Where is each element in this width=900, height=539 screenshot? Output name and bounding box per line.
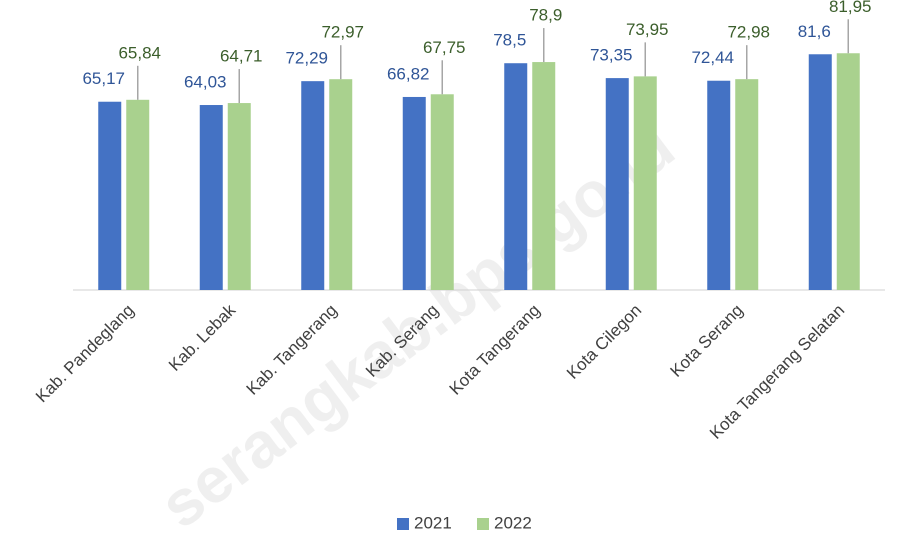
bar xyxy=(504,63,528,290)
bar xyxy=(98,101,122,290)
bar xyxy=(227,103,251,290)
x-tick-label: Kota Serang xyxy=(666,301,746,381)
legend-label: 2021 xyxy=(414,513,452,532)
bar xyxy=(633,76,657,290)
data-label: 72,44 xyxy=(691,48,734,67)
legend-swatch xyxy=(397,518,409,530)
bar xyxy=(430,94,454,291)
x-tick-label: Kab. Lebak xyxy=(165,300,240,375)
legend-label: 2022 xyxy=(494,513,532,532)
data-label: 64,03 xyxy=(184,73,227,92)
data-label: 65,17 xyxy=(82,69,125,88)
bar xyxy=(329,79,353,290)
data-label: 73,35 xyxy=(590,46,633,65)
bar xyxy=(808,54,832,291)
data-label: 64,71 xyxy=(220,47,263,66)
bar xyxy=(735,79,759,291)
data-label: 72,29 xyxy=(285,49,328,68)
bar xyxy=(199,105,223,290)
data-label: 72,98 xyxy=(727,23,770,42)
data-label: 73,95 xyxy=(626,20,669,39)
bar xyxy=(402,96,426,290)
bar xyxy=(126,99,150,290)
data-label: 66,82 xyxy=(387,64,430,83)
data-label: 72,97 xyxy=(321,23,364,42)
data-label: 65,84 xyxy=(118,43,161,62)
data-label: 81,6 xyxy=(798,22,831,41)
bar xyxy=(532,62,556,290)
data-label: 67,75 xyxy=(423,38,466,57)
bar xyxy=(707,80,731,291)
x-tick-label: Kota Cilegon xyxy=(563,301,645,383)
data-label: 78,9 xyxy=(529,6,562,25)
data-label: 78,5 xyxy=(493,31,526,50)
x-tick-label: Kab. Pandeglang xyxy=(32,301,138,407)
bar xyxy=(836,53,860,290)
bar xyxy=(301,81,325,290)
legend-swatch xyxy=(477,518,489,530)
data-label: 81,95 xyxy=(829,0,872,16)
bar xyxy=(605,78,629,290)
